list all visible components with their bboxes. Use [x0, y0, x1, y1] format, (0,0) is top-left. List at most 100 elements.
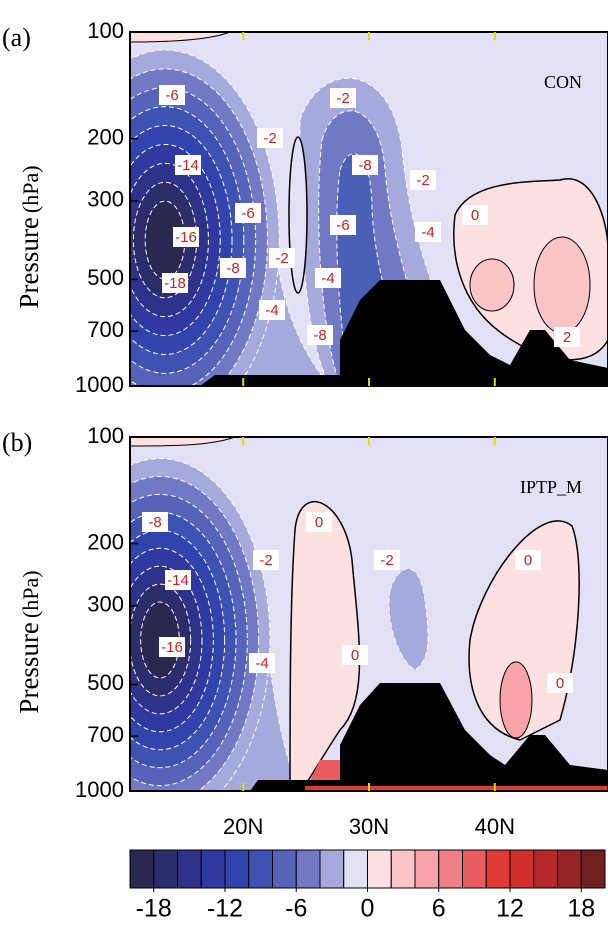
contour-label-box: [173, 227, 199, 247]
colorbar-tick-label: -12: [207, 895, 243, 923]
contour-label: -2: [336, 90, 349, 107]
y-tick-label: 500: [87, 670, 124, 695]
y-axis-unit: (hPa): [18, 165, 43, 213]
contour-label-box: [330, 88, 356, 108]
contour-label-box: [257, 128, 283, 148]
y-tick-label: 300: [87, 592, 124, 617]
contour-label: -2: [380, 552, 393, 569]
colorbar-swatch: [295, 849, 321, 889]
contour-label: 0: [351, 647, 359, 664]
contour-label-box: [352, 155, 378, 175]
panel-name: IPTP_M: [520, 477, 582, 497]
panel-name: CON: [544, 72, 582, 92]
panel-label: (a): [2, 23, 31, 52]
contour-label-box: [515, 550, 541, 570]
y-tick-label: 100: [87, 423, 124, 448]
y-tick-label: 500: [87, 265, 124, 290]
colorbar-swatch: [557, 849, 582, 889]
x-tick-label: 20N: [223, 814, 263, 839]
contour-label: -6: [165, 87, 178, 104]
y-tick-label: 700: [87, 722, 124, 747]
colorbar-swatch: [153, 849, 178, 889]
x-tick-label: 40N: [475, 814, 515, 839]
contour-label: -16: [175, 229, 197, 246]
contour-label: -2: [263, 130, 276, 147]
contour-label-box: [307, 325, 333, 345]
contour-label-box: [315, 268, 341, 288]
y-tick-label: 100: [87, 18, 124, 43]
contour-label-box: [220, 258, 246, 278]
contour-label-box: [253, 550, 279, 570]
contour-label: 0: [471, 207, 479, 224]
y-tick-label: 200: [87, 124, 124, 149]
contour-label-box: [462, 205, 488, 225]
y-tick-label: 1000: [75, 372, 124, 397]
colorbar-tick-label: 12: [496, 895, 524, 923]
panel-label: (b): [2, 428, 32, 457]
contour-label: -4: [421, 224, 434, 241]
contour-label: -8: [148, 514, 161, 531]
contour-label: 0: [315, 514, 323, 531]
contour-label: -6: [241, 205, 254, 222]
colorbar-swatch: [177, 849, 202, 889]
contour-label: -16: [161, 639, 183, 656]
colorbar-swatch: [485, 849, 511, 889]
y-tick-label: 200: [87, 529, 124, 554]
contour-label-box: [269, 248, 295, 268]
panel-a-field: [130, 32, 608, 386]
colorbar-swatch: [248, 849, 273, 889]
colorbar-swatch: [343, 849, 368, 889]
y-axis-title: Pressure: [14, 622, 44, 713]
contour-label-box: [249, 653, 275, 673]
contour-label-box: [162, 273, 188, 293]
contour-label: 0: [556, 675, 564, 692]
contour-label-box: [235, 203, 261, 223]
contour-label: -2: [416, 172, 429, 189]
colorbar-swatch: [390, 849, 416, 889]
contour-label-box: [165, 570, 191, 590]
contour-label: -2: [275, 250, 288, 267]
contour-label-box: [306, 512, 332, 532]
contour-label-box: [415, 222, 441, 242]
contour-label: 2: [563, 329, 571, 346]
colorbar-tick-label: 18: [567, 895, 595, 923]
contour-label-box: [554, 327, 580, 347]
colorbar-tick-label: 0: [361, 895, 375, 923]
colorbar-swatch: [224, 849, 250, 889]
contour-label-box: [330, 215, 356, 235]
y-tick-label: 1000: [75, 777, 124, 802]
colorbar-swatch: [200, 849, 226, 889]
contour-label-box: [175, 155, 201, 175]
y-axis-unit: (hPa): [18, 570, 43, 618]
contour-label-box: [159, 85, 185, 105]
colorbar-swatch: [533, 849, 558, 889]
colorbar-swatch: [129, 849, 155, 889]
colorbar-swatch: [414, 849, 440, 889]
contour-label-box: [342, 645, 368, 665]
colorbar-swatch: [272, 849, 297, 889]
y-axis-label: Pressure (hPa): [14, 165, 44, 308]
contour-label: -8: [358, 157, 371, 174]
colorbar-swatch: [509, 849, 535, 889]
colorbar-swatch: [367, 849, 392, 889]
colorbar-tick-label: -6: [285, 895, 307, 923]
y-axis-title: Pressure: [14, 217, 44, 308]
contour-label-box: [159, 637, 185, 657]
colorbar-swatch: [462, 849, 487, 889]
colorbar-tick-label: 6: [432, 895, 446, 923]
contour-label-box: [374, 550, 400, 570]
contour-label: -14: [177, 157, 199, 174]
x-tick-label: 30N: [349, 814, 389, 839]
contour-label-box: [142, 512, 168, 532]
contour-label: -4: [321, 270, 334, 287]
contour-label: -18: [164, 275, 186, 292]
colorbar-tick-label: -18: [136, 895, 172, 923]
contour-label: -8: [226, 260, 239, 277]
colorbar-swatch: [438, 849, 463, 889]
contour-label: -2: [259, 552, 272, 569]
contour-label: -6: [336, 217, 349, 234]
contour-label: -8: [313, 327, 326, 344]
y-tick-label: 300: [87, 187, 124, 212]
contour-label: -4: [265, 302, 278, 319]
